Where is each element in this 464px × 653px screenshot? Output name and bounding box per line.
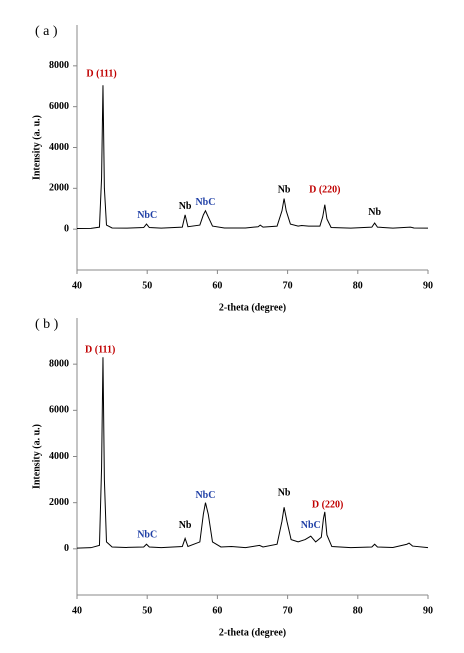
y-tick-label: 4000 — [49, 142, 69, 153]
x-tick-label: 70 — [283, 605, 293, 616]
peak-label: Nb — [179, 201, 192, 212]
y-tick-label: 2000 — [49, 183, 69, 194]
xrd-line — [76, 357, 429, 549]
x-axis-title: 2-theta (degree) — [219, 302, 286, 313]
peak-label: Nb — [368, 207, 381, 218]
x-tick-label: 60 — [212, 605, 222, 616]
peak-label: D (220) — [309, 185, 340, 196]
x-tick-label: 70 — [283, 280, 293, 291]
x-tick-label: 50 — [142, 605, 152, 616]
peak-label: Nb — [179, 520, 192, 531]
peak-label: D (111) — [85, 345, 115, 356]
peak-label: Nb — [278, 185, 291, 196]
y-tick-label: 4000 — [49, 451, 69, 462]
peak-label: NbC — [137, 210, 157, 221]
y-axis-title: Intensity (a. u.) — [31, 115, 42, 180]
xrd-line — [76, 85, 429, 230]
y-tick-label: 2000 — [49, 497, 69, 508]
peak-label: NbC — [195, 490, 215, 501]
panel-label: ( a ) — [35, 24, 58, 39]
x-tick-label: 50 — [142, 280, 152, 291]
y-tick-label: 8000 — [49, 358, 69, 369]
x-tick-label: 80 — [353, 280, 363, 291]
panel-label: ( b ) — [35, 317, 59, 332]
peak-label: D (220) — [312, 499, 343, 510]
peak-label: D (111) — [86, 68, 116, 79]
y-tick-label: 0 — [64, 543, 69, 554]
x-tick-label: 90 — [423, 280, 433, 291]
x-tick-label: 40 — [72, 280, 82, 291]
peak-label: Nb — [278, 488, 291, 499]
y-tick-label: 0 — [64, 223, 69, 234]
x-tick-label: 60 — [212, 280, 222, 291]
peak-label: NbC — [195, 197, 215, 208]
x-tick-label: 80 — [353, 605, 363, 616]
peak-label: NbC — [137, 529, 157, 540]
x-tick-label: 90 — [423, 605, 433, 616]
x-axis-title: 2-theta (degree) — [219, 627, 286, 638]
y-axis-title: Intensity (a. u.) — [31, 424, 42, 489]
y-tick-label: 6000 — [49, 101, 69, 112]
x-tick-label: 40 — [72, 605, 82, 616]
y-tick-label: 6000 — [49, 405, 69, 416]
y-tick-label: 8000 — [49, 60, 69, 71]
peak-label: NbC — [301, 520, 321, 531]
